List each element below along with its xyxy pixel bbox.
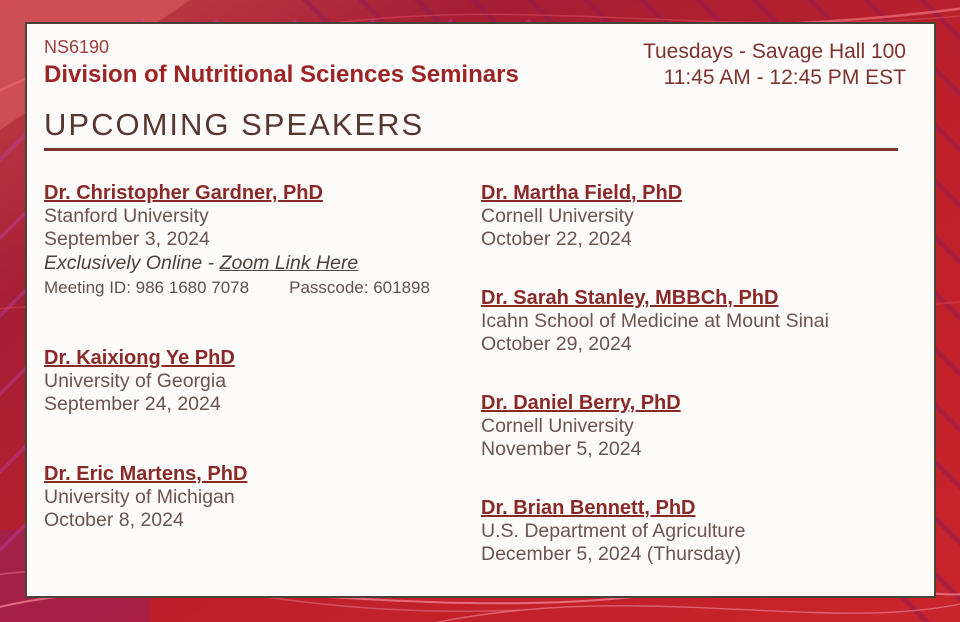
speaker-name-link[interactable]: Dr. Sarah Stanley, MBBCh, PhD [481, 287, 779, 309]
speaker-name-link[interactable]: Dr. Eric Martens, PhD [44, 463, 248, 485]
meeting-credentials: Meeting ID: 986 1680 7078 Passcode: 6018… [44, 276, 481, 299]
speaker-entry: Dr. Daniel Berry, PhD Cornell University… [481, 391, 906, 460]
speaker-name-link[interactable]: Dr. Martha Field, PhD [481, 182, 683, 204]
speaker-affiliation: Icahn School of Medicine at Mount Sinai [481, 310, 829, 332]
speaker-affiliation: Cornell University [481, 205, 634, 227]
online-note: Exclusively Online - Zoom Link Here [44, 250, 481, 276]
course-code: NS6190 [44, 37, 110, 57]
speaker-date: September 3, 2024 [44, 227, 210, 250]
speaker-date: December 5, 2024 (Thursday) [481, 542, 742, 565]
speaker-date: October 22, 2024 [481, 227, 632, 250]
divider-rule [44, 148, 898, 151]
speakers-column-right: Dr. Martha Field, PhD Cornell University… [481, 181, 906, 565]
speaker-entry: Dr. Sarah Stanley, MBBCh, PhD Icahn Scho… [481, 286, 906, 355]
speaker-affiliation: Stanford University [44, 205, 209, 227]
speaker-affiliation: U.S. Department of Agriculture [481, 520, 746, 542]
speaker-affiliation: University of Michigan [44, 486, 235, 508]
speaker-name-link[interactable]: Dr. Christopher Gardner, PhD [44, 182, 323, 204]
flyer-title: Division of Nutritional Sciences Seminar… [44, 61, 519, 88]
speaker-date: November 5, 2024 [481, 437, 642, 460]
venue-line: Tuesdays - Savage Hall 100 [642, 40, 906, 63]
flyer-header: NS6190 Division of Nutritional Sciences … [44, 37, 906, 91]
speakers-column-left: Dr. Christopher Gardner, PhD Stanford Un… [44, 181, 481, 565]
speaker-date: October 29, 2024 [481, 332, 632, 355]
zoom-link[interactable]: Zoom Link Here [219, 252, 359, 274]
seminar-flyer-card: NS6190 Division of Nutritional Sciences … [25, 22, 936, 598]
meeting-passcode: Passcode: 601898 [289, 278, 430, 297]
speakers-columns: Dr. Christopher Gardner, PhD Stanford Un… [44, 181, 906, 565]
speaker-entry: Dr. Kaixiong Ye PhD University of Georgi… [44, 346, 481, 415]
speaker-affiliation: Cornell University [481, 415, 634, 437]
speaker-name-link[interactable]: Dr. Daniel Berry, PhD [481, 392, 681, 414]
venue-schedule: Tuesdays - Savage Hall 100 11:45 AM - 12… [643, 37, 906, 91]
speaker-date: September 24, 2024 [44, 392, 221, 415]
flyer-header-left: NS6190 Division of Nutritional Sciences … [44, 37, 519, 89]
meeting-id: Meeting ID: 986 1680 7078 [44, 278, 250, 297]
speaker-name-link[interactable]: Dr. Kaixiong Ye PhD [44, 347, 235, 369]
speaker-entry: Dr. Martha Field, PhD Cornell University… [481, 181, 906, 250]
speaker-entry: Dr. Brian Bennett, PhD U.S. Department o… [481, 496, 906, 565]
section-heading: UPCOMING SPEAKERS [44, 107, 425, 142]
speaker-affiliation: University of Georgia [44, 370, 227, 392]
time-line: 11:45 AM - 12:45 PM EST [663, 66, 906, 89]
online-note-text: Exclusively Online - [44, 252, 220, 274]
speaker-date: October 8, 2024 [44, 508, 184, 531]
speaker-entry: Dr. Christopher Gardner, PhD Stanford Un… [44, 181, 481, 299]
speaker-entry: Dr. Eric Martens, PhD University of Mich… [44, 462, 481, 531]
speaker-name-link[interactable]: Dr. Brian Bennett, PhD [481, 497, 696, 519]
